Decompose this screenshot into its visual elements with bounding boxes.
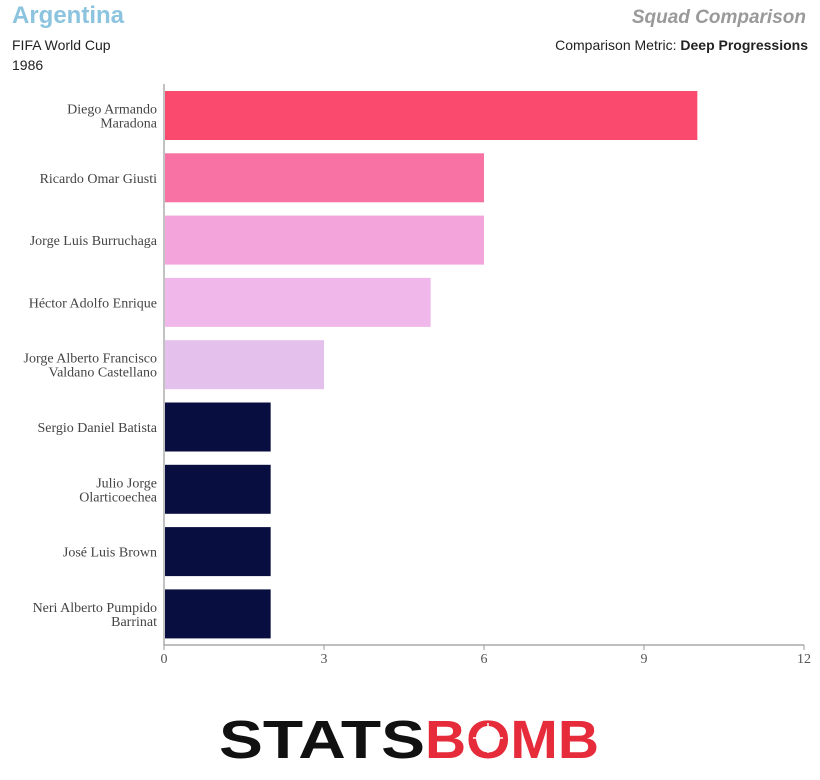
category-label: Ricardo Omar Giusti bbox=[40, 172, 158, 187]
statsbomb-logo: STATS BOMB bbox=[219, 710, 599, 768]
bar bbox=[165, 340, 324, 390]
metric-line: Comparison Metric: Deep Progressions bbox=[555, 37, 808, 53]
bar bbox=[165, 589, 271, 639]
bar bbox=[165, 527, 271, 577]
category-label: Héctor Adolfo Enrique bbox=[29, 296, 157, 311]
category-label: Maradona bbox=[100, 117, 158, 132]
category-label: Jorge Luis Burruchaga bbox=[30, 234, 158, 249]
competition-label: FIFA World Cup bbox=[12, 37, 111, 53]
bar bbox=[165, 277, 431, 327]
bar bbox=[165, 402, 271, 452]
bar bbox=[165, 215, 484, 265]
bar bbox=[165, 153, 484, 203]
x-tick-label: 6 bbox=[481, 652, 488, 667]
category-label: José Luis Brown bbox=[63, 546, 157, 561]
x-tick-label: 9 bbox=[641, 652, 648, 667]
category-label: Valdano Castellano bbox=[49, 366, 157, 381]
x-tick-label: 12 bbox=[797, 652, 811, 667]
season-label: 1986 bbox=[12, 57, 44, 73]
category-label: Neri Alberto Pumpido bbox=[33, 601, 157, 616]
logo-text-stats: STATS bbox=[219, 710, 425, 768]
chart-title: Squad Comparison bbox=[631, 7, 806, 28]
logo-text-bomb: BOMB bbox=[425, 710, 599, 768]
metric-value: Deep Progressions bbox=[680, 37, 808, 53]
metric-label: Comparison Metric: bbox=[555, 37, 677, 53]
x-tick-label: 0 bbox=[161, 652, 168, 667]
category-label: Barrinat bbox=[111, 615, 157, 630]
crosshair-icon bbox=[473, 723, 503, 753]
category-label: Jorge Alberto Francisco bbox=[24, 352, 158, 367]
category-label: Sergio Daniel Batista bbox=[38, 421, 158, 436]
category-label: Diego Armando bbox=[67, 103, 157, 118]
category-label: Julio Jorge bbox=[96, 476, 157, 491]
bar bbox=[165, 464, 271, 514]
category-label: Olarticoechea bbox=[79, 490, 158, 505]
team-title: Argentina bbox=[12, 2, 125, 29]
x-tick-label: 3 bbox=[321, 652, 328, 667]
bar bbox=[165, 91, 698, 140]
